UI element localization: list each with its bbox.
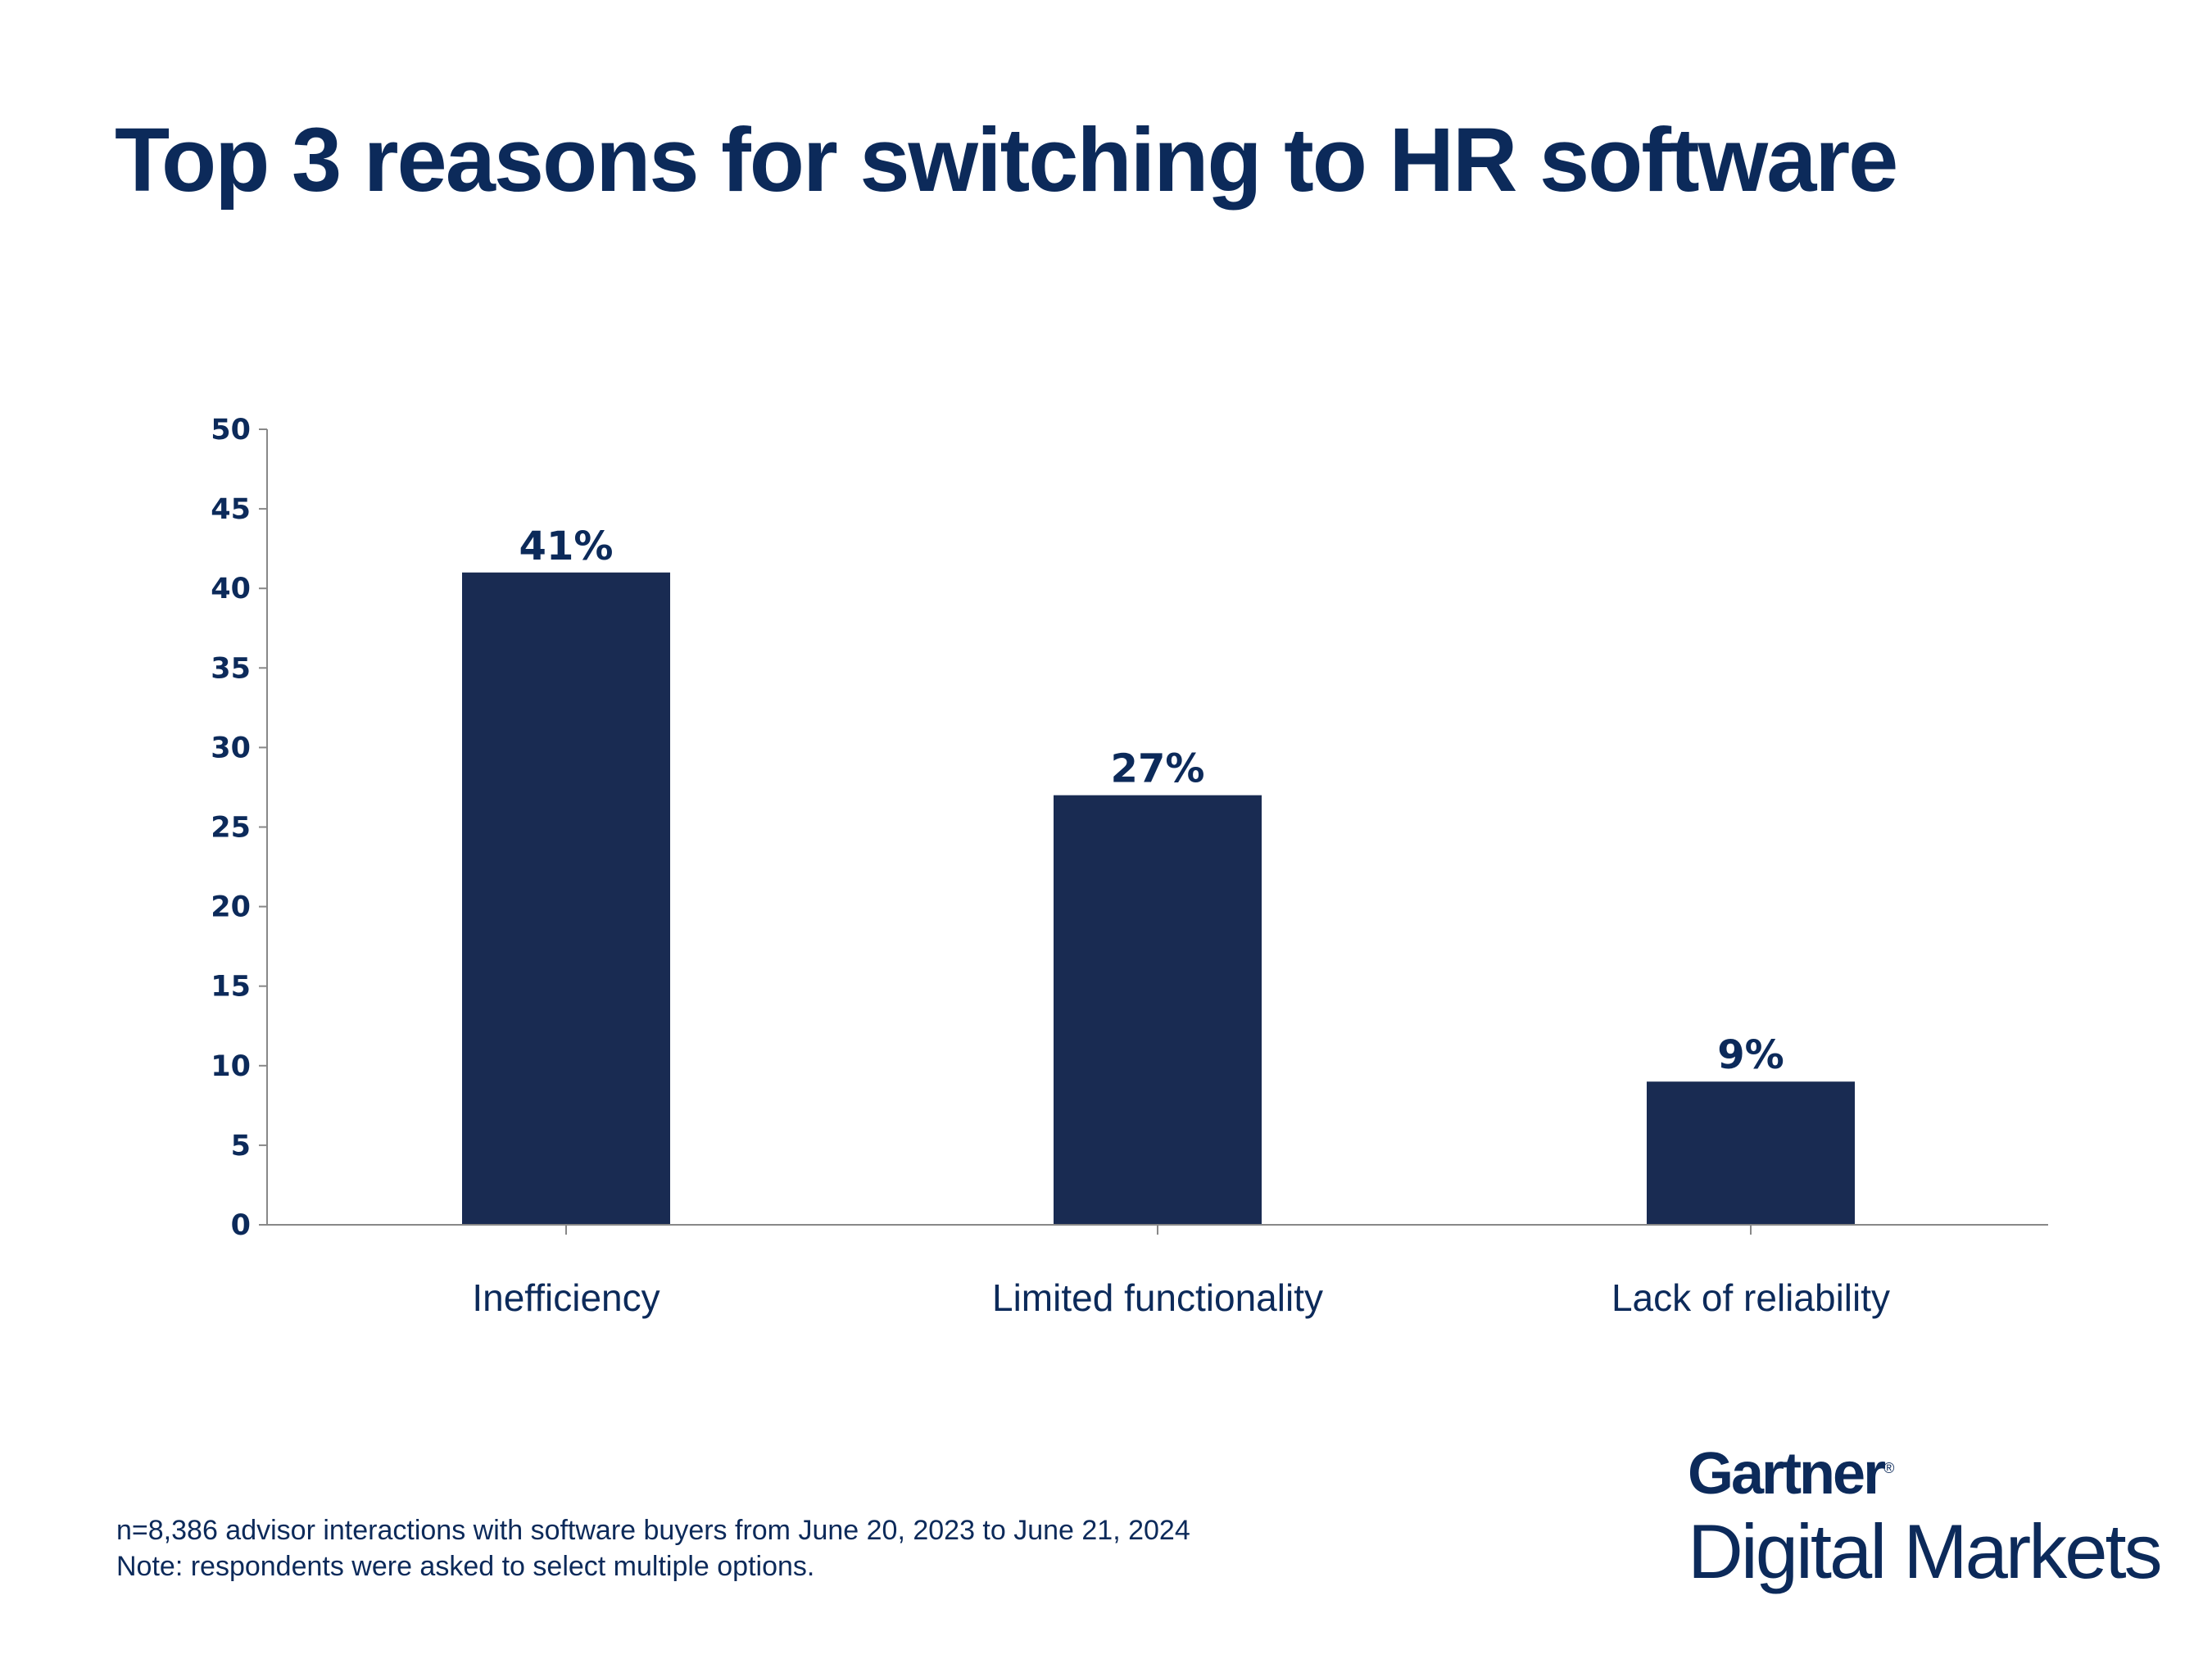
x-category-label: Lack of reliability [1611, 1276, 1890, 1319]
data-label: 41% [519, 524, 614, 569]
bar [462, 572, 670, 1225]
gartner-digital-markets-logo: Gartner® Digital Markets [1688, 1435, 2163, 1597]
x-category-label: Inefficiency [472, 1276, 660, 1319]
y-tick-label: 50 [211, 414, 251, 446]
logo-brand: Gartner [1688, 1441, 1886, 1507]
logo-product: Digital Markets [1688, 1508, 2163, 1594]
y-tick-label: 25 [211, 812, 251, 845]
bar-chart: 0 5 10 15 20 25 30 35 40 45 50 41% Inefficiency 27% Li… [211, 414, 2048, 1319]
y-tick-label: 10 [211, 1050, 251, 1083]
y-tick-label: 35 [211, 652, 251, 685]
y-tick-label: 45 [211, 493, 251, 526]
y-tick-label: 40 [211, 573, 251, 605]
x-category-label: Limited functionality [992, 1276, 1323, 1319]
footnote-sample: n=8,386 advisor interactions with softwa… [116, 1515, 1190, 1546]
y-tick-label: 5 [231, 1130, 251, 1163]
footnote-note: Note: respondents were asked to select m… [116, 1551, 815, 1582]
y-tick-label: 20 [211, 891, 251, 924]
bar [1054, 795, 1262, 1225]
data-label: 27% [1111, 746, 1205, 792]
y-tick-label: 30 [211, 732, 251, 764]
y-tick-label: 0 [231, 1209, 251, 1242]
bar [1647, 1081, 1855, 1225]
data-label: 9% [1717, 1032, 1784, 1078]
y-tick-label: 15 [211, 971, 251, 1004]
chart-title: Top 3 reasons for switching to HR softwa… [115, 110, 1898, 211]
logo-registered: ® [1883, 1460, 1895, 1476]
footnote: n=8,386 advisor interactions with softwa… [116, 1512, 1190, 1584]
